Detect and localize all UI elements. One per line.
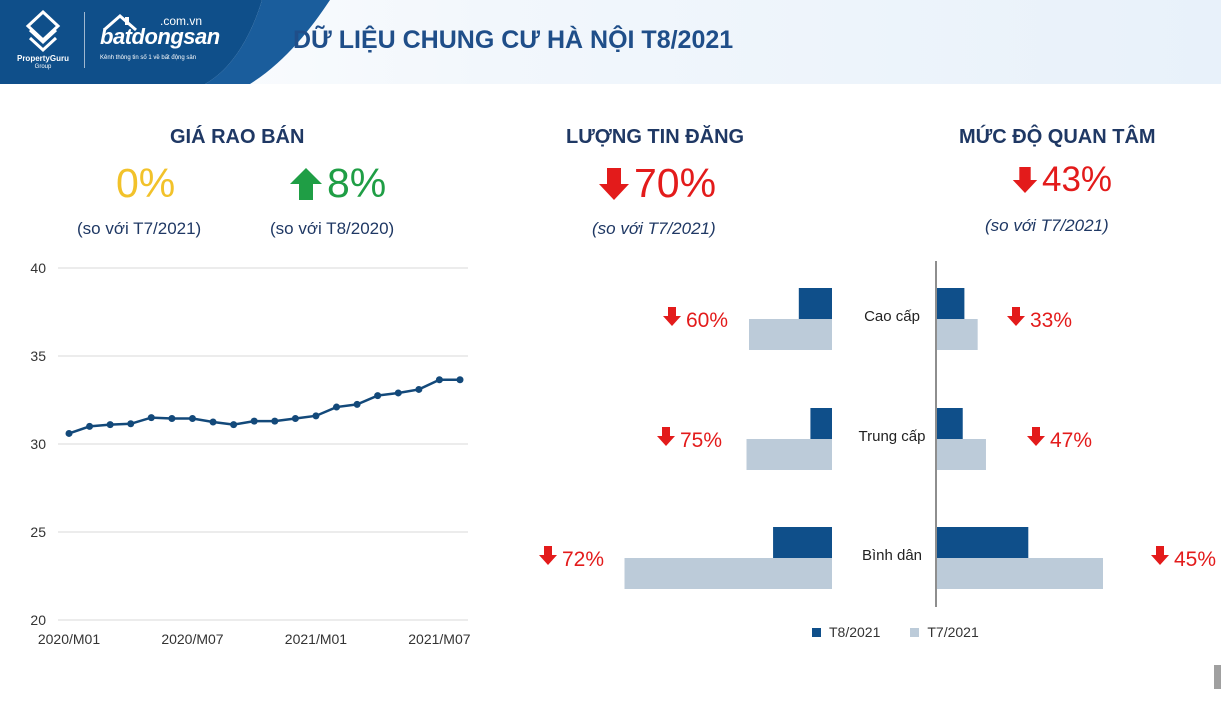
price-point: [188, 414, 196, 422]
x-tick-label: 2020/M07: [161, 631, 223, 647]
interest-change-label: 33%: [1030, 309, 1072, 332]
interest-bar-t7: [937, 558, 1103, 589]
legend-label-t8: T8/2021: [829, 624, 881, 640]
page-marker: [1214, 665, 1221, 689]
listings-note: (so với T7/2021): [592, 219, 716, 238]
batdongsan-logo-text: batdongsan: [100, 24, 220, 49]
legend-swatch-t7: [910, 627, 920, 637]
category-label: Trung cấp: [859, 428, 926, 445]
interest-kpi: 43%: [1012, 160, 1112, 200]
listings-value: 70%: [634, 160, 717, 206]
price-point: [456, 376, 464, 384]
price-point: [374, 392, 382, 400]
logo-divider: [84, 12, 85, 68]
price-point: [415, 385, 423, 393]
price-point: [312, 412, 320, 420]
x-tick-label: 2020/M01: [38, 631, 100, 647]
y-tick-label: 30: [30, 436, 46, 452]
price-point: [250, 417, 258, 425]
price-yoy-value: 8%: [327, 160, 387, 206]
legend-label-t7: T7/2021: [927, 624, 979, 640]
chart-legend: T8/2021 T7/2021: [812, 624, 979, 640]
interest-bar-t7: [937, 319, 978, 350]
batdongsan-domain: .com.vn: [160, 14, 203, 28]
arrow-down-icon: [663, 307, 681, 326]
listings-change-label: 72%: [562, 548, 604, 571]
legend-swatch-t8: [812, 627, 821, 637]
interest-bar-t8: [937, 288, 965, 319]
interest-kpi-title: MỨC ĐỘ QUAN TÂM: [959, 126, 1156, 148]
header-banner: PropertyGuru Group .com.vn batdongsan Kê…: [0, 0, 1221, 84]
listings-bar-t8: [798, 288, 832, 319]
price-mom-note: (so với T7/2021): [77, 219, 202, 238]
x-tick-label: 2021/M01: [285, 631, 347, 647]
arrow-down-icon: [1027, 427, 1045, 446]
batdongsan-tagline: Kênh thông tin số 1 về bất động sản: [100, 55, 197, 61]
arrow-up-icon: [290, 167, 322, 200]
y-tick-label: 40: [30, 260, 46, 276]
category-label: Cao cấp: [864, 308, 920, 325]
price-yoy-kpi: 8%: [289, 160, 386, 207]
interest-bar-t8: [937, 527, 1029, 558]
price-point: [353, 400, 361, 408]
x-tick-label: 2021/M07: [408, 631, 470, 647]
listings-bar-t8: [773, 527, 832, 558]
price-point: [230, 421, 238, 429]
arrow-down-icon: [539, 546, 557, 565]
listings-change-label: 75%: [680, 429, 722, 452]
interest-bar-t7: [937, 439, 986, 470]
category-label: Bình dân: [862, 547, 922, 564]
price-point: [65, 429, 73, 437]
y-tick-label: 20: [30, 612, 46, 628]
price-yoy-note: (so với T8/2020): [270, 219, 395, 238]
price-point: [106, 421, 114, 429]
arrow-down-icon: [1007, 307, 1025, 326]
propertyguru-logo-icon: [25, 9, 61, 53]
price-point: [86, 422, 94, 430]
price-point: [209, 418, 217, 426]
listings-bar-t7: [624, 558, 832, 589]
interest-change-label: 47%: [1050, 429, 1092, 452]
price-line-chart: 20 25 30 35 40 2020/M01 2020/M07 2021/M01 2021/M…: [30, 260, 470, 647]
batdongsan-house-icon: [103, 14, 137, 32]
arrow-down-icon: [599, 167, 629, 200]
listings-bar-t7: [749, 319, 832, 350]
price-point: [127, 420, 135, 428]
listings-bar-t8: [810, 408, 832, 439]
price-point: [147, 414, 155, 422]
page-title: DỮ LIỆU CHUNG CƯ HÀ NỘI T8/2021: [293, 26, 734, 54]
listings-kpi: 70%: [598, 160, 716, 207]
price-point: [291, 414, 299, 422]
arrow-down-icon: [657, 427, 675, 446]
arrow-down-icon: [1012, 167, 1038, 193]
price-point: [435, 376, 443, 384]
price-mom-value: 0%: [116, 160, 176, 206]
price-point: [271, 417, 279, 425]
header-background: [0, 0, 330, 84]
price-point: [333, 403, 341, 411]
price-point: [394, 389, 402, 397]
segment-bar-chart: Cao cấp 60% 33% Trung cấp 75% 47% Bình dân 72% 4…: [539, 261, 1216, 607]
price-kpi-title: GIÁ RAO BÁN: [170, 126, 305, 148]
interest-change-label: 45%: [1174, 548, 1216, 571]
propertyguru-logo-text: PropertyGuru Group: [16, 54, 69, 70]
listings-kpi-title: LƯỢNG TIN ĐĂNG: [566, 126, 745, 148]
interest-note: (so với T7/2021): [985, 216, 1109, 235]
interest-value: 43%: [1042, 160, 1113, 199]
y-tick-label: 25: [30, 524, 46, 540]
arrow-down-icon: [1151, 546, 1169, 565]
interest-bar-t8: [937, 408, 963, 439]
price-point: [168, 414, 176, 422]
listings-bar-t7: [746, 439, 832, 470]
y-tick-label: 35: [30, 348, 46, 364]
listings-change-label: 60%: [686, 309, 728, 332]
